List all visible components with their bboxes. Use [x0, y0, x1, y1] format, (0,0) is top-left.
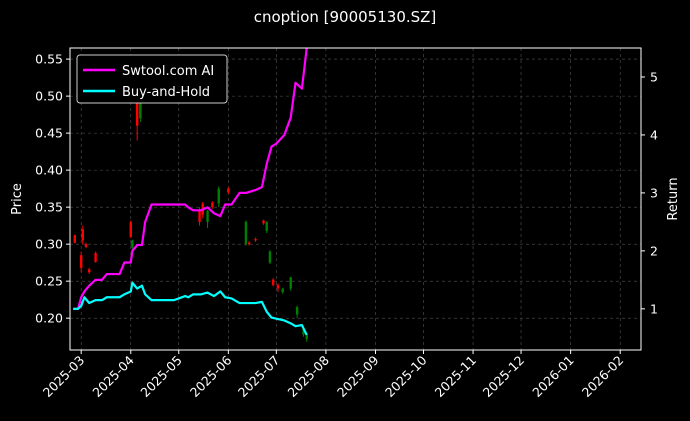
legend-label-ai: Swtool.com AI — [122, 64, 214, 79]
candlestick — [73, 234, 76, 244]
candlestick — [268, 250, 272, 265]
y-right-tick-label: 5 — [650, 69, 658, 84]
candlestick — [281, 287, 284, 294]
candle-body — [84, 244, 88, 248]
y-axis-right-label: Return — [666, 177, 681, 220]
candle-body — [227, 188, 230, 193]
y-right-tick-label: 2 — [650, 243, 658, 258]
y-left-tick-label: 0.30 — [35, 237, 63, 252]
candle-body — [265, 221, 268, 231]
grid — [70, 48, 641, 350]
chart-title: cnoption [90005130.SZ] — [254, 8, 437, 26]
y-left-tick-label: 0.35 — [35, 200, 63, 215]
y-left-tick-label: 0.45 — [35, 126, 63, 141]
candlestick — [254, 237, 257, 242]
candlestick — [276, 283, 280, 293]
candle-body — [135, 88, 139, 126]
y-right-tick-label: 3 — [650, 185, 658, 200]
y-left-tick-label: 0.40 — [35, 163, 63, 178]
candle-body — [244, 221, 248, 245]
candlestick — [84, 242, 88, 248]
candlestick — [271, 278, 275, 287]
y-left-tick-label: 0.25 — [35, 274, 63, 289]
series-lines — [73, 47, 308, 336]
y-right-tick-label: 1 — [650, 301, 658, 316]
candle-body — [262, 220, 265, 224]
y-left-tick-label: 0.20 — [35, 311, 63, 326]
candlestick — [247, 241, 251, 246]
candlestick — [227, 187, 230, 194]
series-line-buy-and-hold — [73, 281, 308, 336]
y-right-tick-label: 4 — [650, 127, 658, 142]
candle-body — [268, 251, 272, 263]
candle-body — [217, 188, 220, 204]
candlestick — [94, 251, 97, 263]
candle-body — [129, 221, 132, 237]
candlestick — [295, 305, 299, 319]
candle-body — [305, 334, 308, 339]
candlestick — [87, 267, 91, 274]
legend: Swtool.com AI Buy-and-Hold — [76, 54, 228, 104]
y-axis-right: 1 2 3 4 5 — [641, 69, 658, 316]
candle-body — [87, 269, 91, 273]
candle-body — [206, 210, 209, 222]
candle-body — [271, 279, 275, 285]
candlestick — [129, 220, 132, 239]
candle-body — [276, 284, 280, 289]
candle-body — [94, 253, 97, 262]
candle-body — [281, 288, 284, 293]
candlestick — [211, 201, 214, 209]
plot-frame — [69, 47, 642, 351]
candlestick — [79, 251, 83, 273]
candlestick — [265, 221, 268, 234]
candle-body — [198, 210, 201, 222]
candle-body — [247, 242, 251, 245]
candlestick — [206, 210, 209, 228]
candle-body — [79, 255, 83, 268]
candle-body — [73, 235, 76, 243]
candle-body — [211, 202, 214, 208]
candle-body — [254, 238, 257, 241]
series-line-ai — [73, 47, 308, 310]
candlestick — [289, 276, 292, 291]
candle-body — [139, 96, 142, 119]
candlestick — [217, 186, 220, 208]
candle-body — [295, 307, 299, 315]
y-axis-left: 0.20 0.25 0.30 0.35 0.40 0.45 0.50 0.55 — [35, 52, 70, 326]
candlestick — [262, 219, 265, 225]
candle-body — [302, 329, 305, 335]
candlestick — [244, 220, 248, 246]
candle-body — [289, 277, 292, 289]
legend-label-buy-and-hold: Buy-and-Hold — [122, 85, 210, 100]
candle-body — [81, 229, 84, 241]
candlestick — [81, 225, 84, 245]
candle-body — [131, 240, 134, 248]
y-left-tick-label: 0.50 — [35, 89, 63, 104]
y-axis-left-label: Price — [10, 183, 25, 215]
y-left-tick-label: 0.55 — [35, 52, 63, 67]
